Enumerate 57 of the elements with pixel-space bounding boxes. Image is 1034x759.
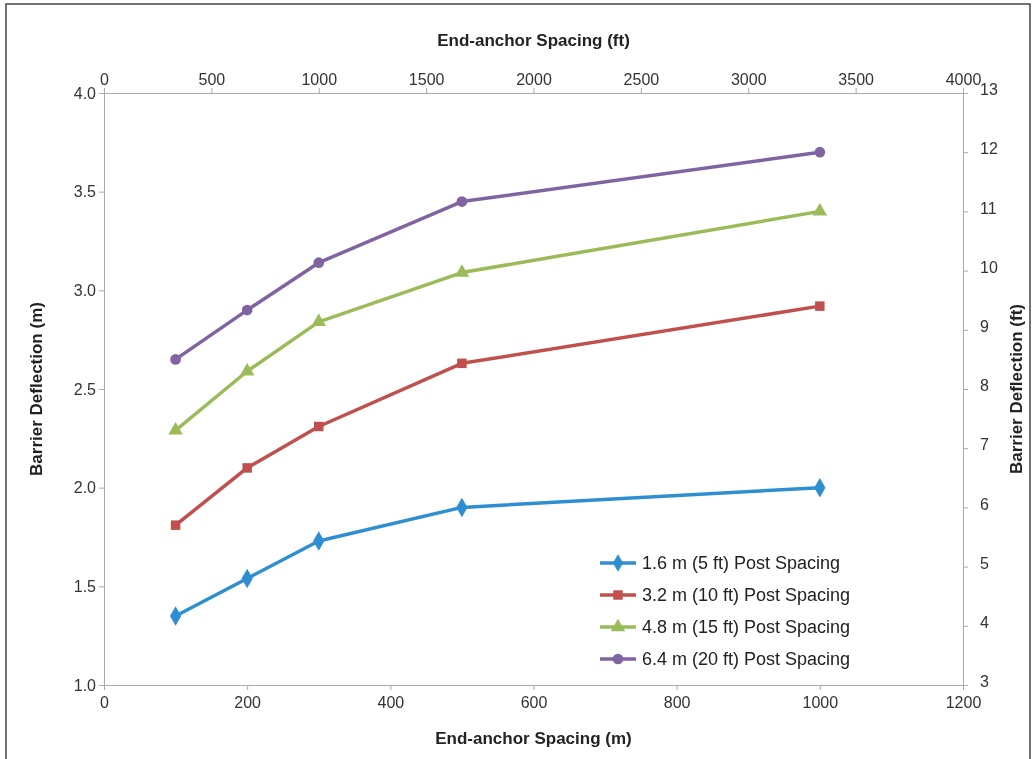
y2-tick-label: 7 xyxy=(980,436,989,454)
y-tick-label: 2.0 xyxy=(73,479,97,497)
y2-tick-label: 12 xyxy=(980,140,998,158)
point xyxy=(241,304,253,316)
point xyxy=(242,463,252,473)
y2-tick-label: 10 xyxy=(980,258,998,276)
x-tick-label: 200 xyxy=(234,694,262,712)
x2-tick-label: 3500 xyxy=(838,71,875,88)
point xyxy=(168,422,183,435)
legend-label: 3.2 m (10 ft) Post Spacing xyxy=(642,585,851,605)
point xyxy=(170,520,181,530)
legend-label: 1.6 m (5 ft) Post Spacing xyxy=(642,553,841,573)
x-tick-label: 1000 xyxy=(802,694,839,712)
y-tick-label: 3.5 xyxy=(73,183,97,201)
x-tick-label: 0 xyxy=(100,694,110,712)
x2-tick-label: 3000 xyxy=(730,71,767,88)
x2-tick-label: 4000 xyxy=(945,71,982,88)
x-tick-label: 800 xyxy=(663,694,691,712)
point xyxy=(456,196,468,207)
point xyxy=(313,257,325,269)
y2-tick-label: 9 xyxy=(980,317,989,335)
y2-tick-label: 4 xyxy=(980,613,989,631)
y-tick-label: 3.0 xyxy=(73,281,97,299)
x2-tick-label: 2500 xyxy=(623,71,660,88)
point xyxy=(239,362,255,376)
x2-tick-label: 0 xyxy=(100,71,110,88)
legend-label: 4.8 m (15 ft) Post Spacing xyxy=(642,617,851,637)
y2-tick-label: 13 xyxy=(980,81,998,99)
y-tick-label: 2.5 xyxy=(73,380,97,398)
point xyxy=(170,354,181,365)
point xyxy=(815,301,825,311)
x2-axis-title: End-anchor Spacing (ft) xyxy=(437,31,630,50)
y-axis-title: Barrier Deflection (m) xyxy=(27,302,46,476)
y-tick-label: 4.0 xyxy=(73,84,97,102)
y2-axis-title: Barrier Deflection (ft) xyxy=(1007,303,1026,475)
x-tick-label: 1200 xyxy=(945,694,982,712)
point xyxy=(457,358,467,369)
point xyxy=(814,146,826,158)
x-tick-label: 400 xyxy=(377,694,405,712)
y-tick-label: 1.0 xyxy=(73,676,97,694)
x-tick-label: 600 xyxy=(520,694,548,712)
x2-tick-label: 1500 xyxy=(408,71,445,88)
point xyxy=(812,203,828,216)
y2-tick-label: 6 xyxy=(980,495,989,513)
x-axis-title: End-anchor Spacing (m) xyxy=(435,729,632,748)
y2-tick-label: 8 xyxy=(980,377,989,395)
legend-label: 6.4 m (20 ft) Post Spacing xyxy=(642,649,851,669)
y2-tick-label: 5 xyxy=(980,554,989,572)
y2-tick-label: 11 xyxy=(980,199,997,217)
point xyxy=(314,421,324,432)
x2-tick-label: 500 xyxy=(198,71,226,88)
y2-tick-label: 3 xyxy=(980,673,989,691)
x2-tick-label: 1000 xyxy=(301,71,338,88)
y-tick-label: 1.5 xyxy=(73,577,97,595)
x2-tick-label: 2000 xyxy=(516,71,552,88)
point xyxy=(311,313,326,327)
point xyxy=(454,264,470,277)
